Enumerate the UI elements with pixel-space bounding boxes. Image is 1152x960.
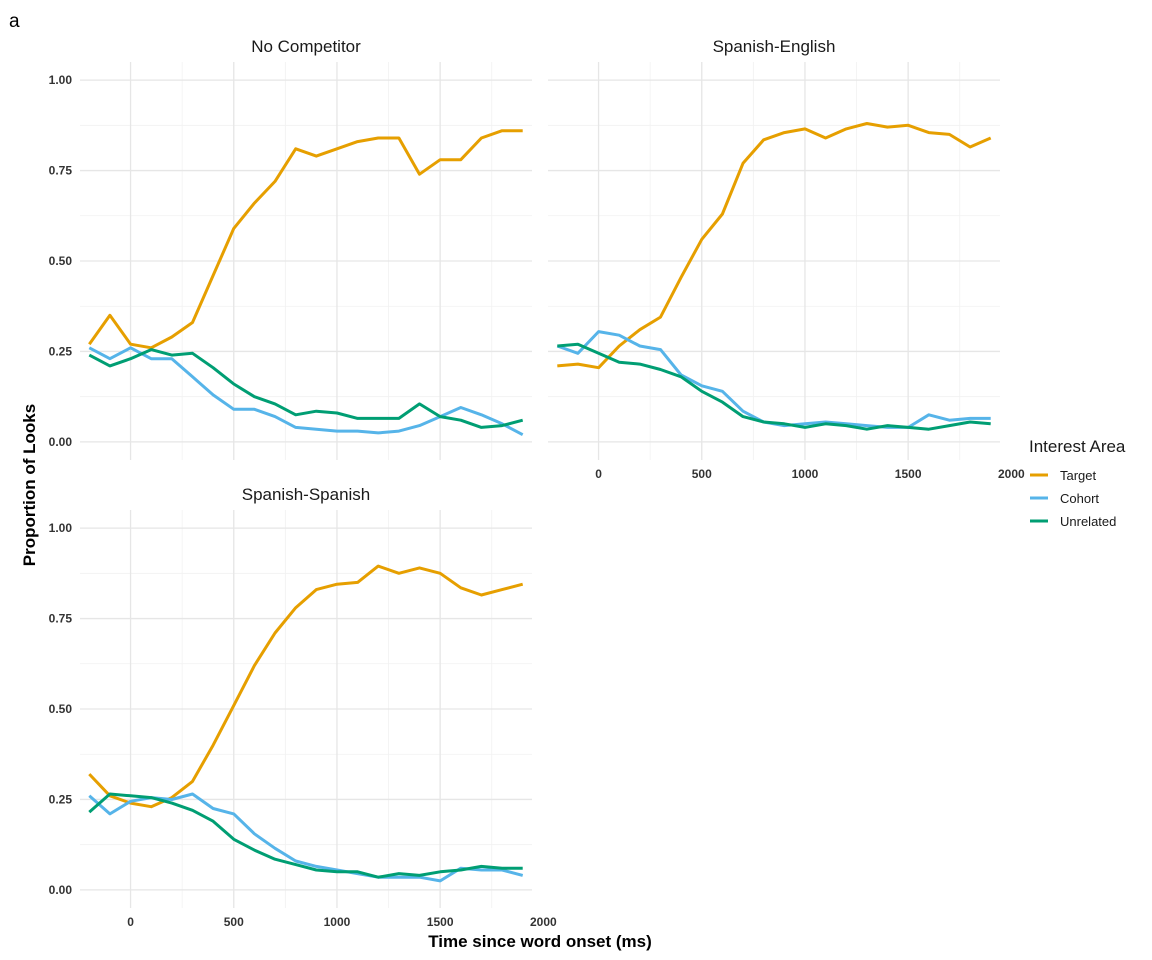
y-tick-label: 0.75 [49,612,73,626]
panel-3: Spanish-Spanish 0.00 0.25 0.50 0.75 1.00 0 500 1… [49,485,557,929]
y-tick-label: 0.25 [49,792,73,806]
series-line-unrelated [88,348,524,429]
x-tick-label: 500 [224,915,244,929]
y-tick-label: 0.50 [49,702,73,716]
legend: Interest Area Target Cohort Unrelated [1029,437,1126,529]
x-tick-label: 0 [127,915,134,929]
figure-tag: a [9,11,20,32]
x-axis-title: Time since word onset (ms) [428,932,652,951]
panel-1: No Competitor 0.00 0.25 0.50 0.75 1.00 [49,37,532,460]
series-line-unrelated [88,792,523,879]
series-line-unrelated [557,342,991,431]
legend-label-cohort: Cohort [1060,491,1099,506]
y-tick-label: 1.00 [49,521,73,535]
series-line-target [557,122,992,370]
legend-title: Interest Area [1029,437,1126,456]
panel-title: Spanish-Spanish [242,485,371,504]
x-tick-label: 1000 [324,915,351,929]
panel-2: Spanish-English 0 500 1000 1500 2000 [548,37,1025,481]
series-line-cohort [88,346,524,437]
y-tick-label: 0.00 [49,883,73,897]
x-tick-label: 1500 [427,915,454,929]
x-tick-label: 2000 [530,915,557,929]
x-tick-label: 2000 [998,467,1025,481]
x-tick-label: 0 [595,467,602,481]
x-tick-label: 500 [692,467,712,481]
series-line-target [88,129,523,350]
x-tick-label: 1000 [792,467,819,481]
panel-title: No Competitor [251,37,361,56]
series-line-cohort [88,792,524,883]
y-tick-label: 0.25 [49,344,73,358]
y-tick-label: 0.00 [49,435,73,449]
series-line-cohort [556,330,991,429]
series-line-target [88,564,524,809]
y-tick-label: 1.00 [49,73,73,87]
legend-label-unrelated: Unrelated [1060,514,1116,529]
y-tick-label: 0.50 [49,254,73,268]
y-tick-label: 0.75 [49,164,73,178]
y-axis-title: Proportion of Looks [20,404,39,566]
legend-label-target: Target [1060,468,1097,483]
x-tick-label: 1500 [895,467,922,481]
panels-layer: No Competitor0.000.250.500.751.00Spanish… [49,37,1025,929]
panel-title: Spanish-English [713,37,836,56]
